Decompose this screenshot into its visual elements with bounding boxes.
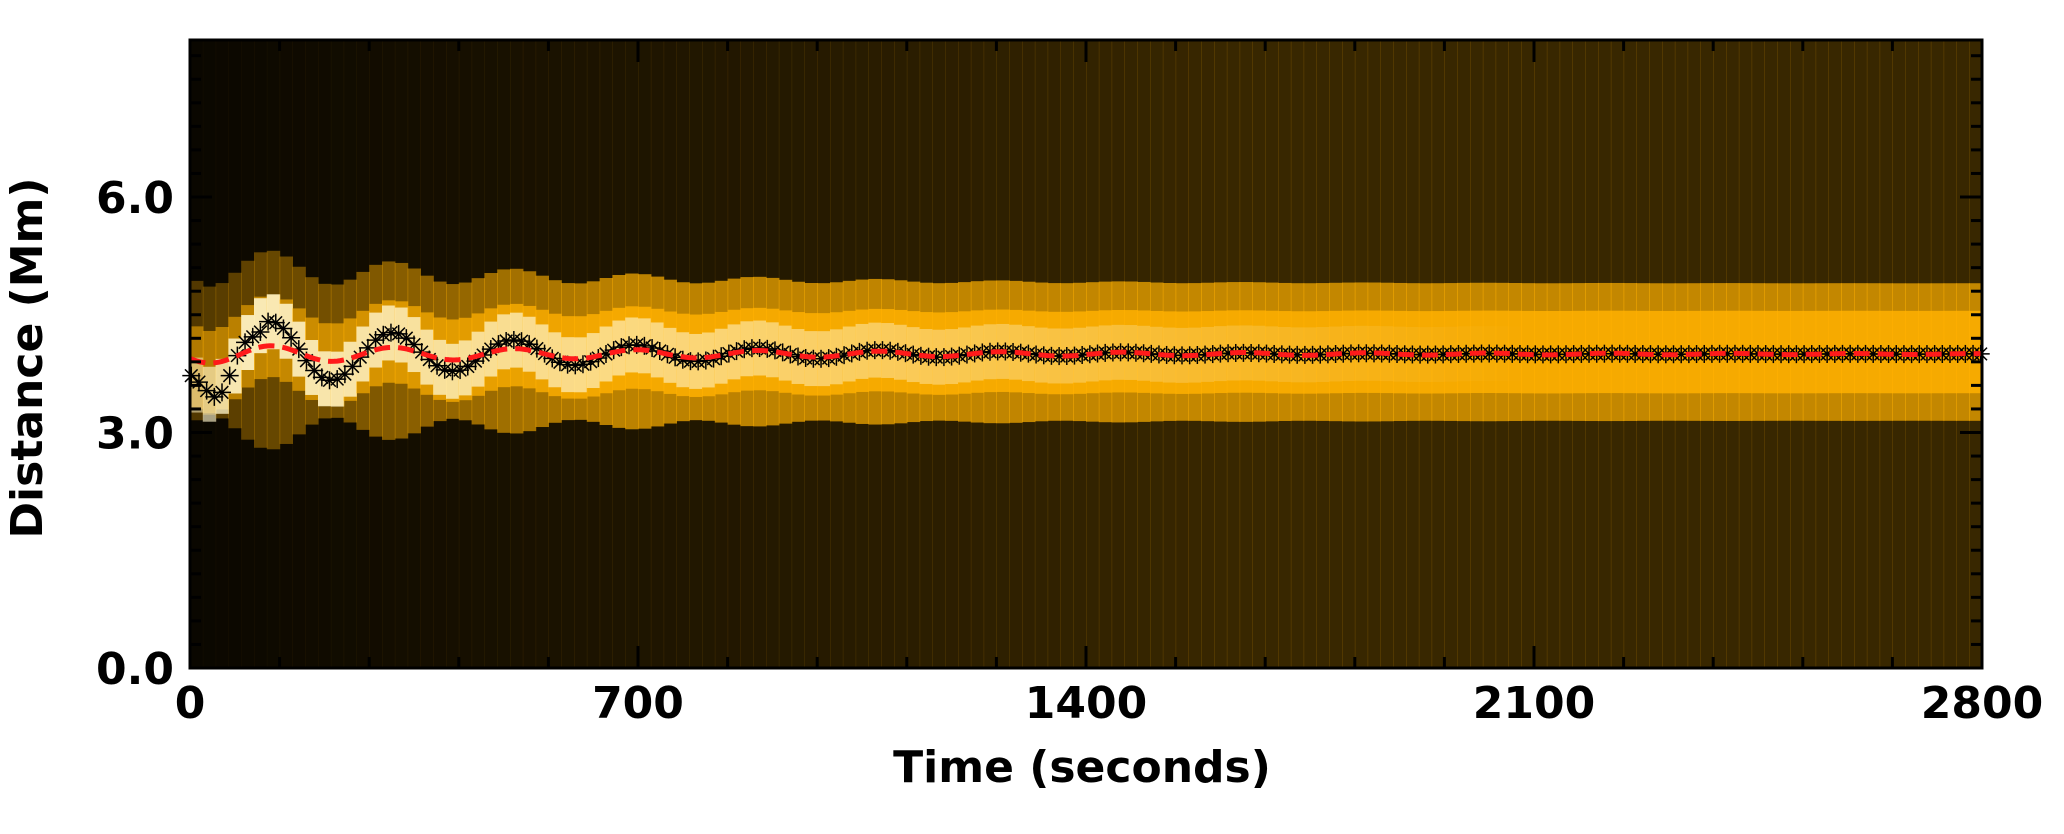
heatmap-column bbox=[1175, 40, 1189, 668]
data-point-stroke bbox=[437, 362, 452, 377]
data-point bbox=[274, 319, 293, 338]
heatmap-column bbox=[574, 40, 588, 668]
data-point-stroke bbox=[629, 338, 644, 352]
data-point-stroke bbox=[268, 315, 283, 330]
x-tick-label: 2100 bbox=[1473, 678, 1595, 729]
heatmap-cell bbox=[228, 338, 242, 394]
data-point-stroke bbox=[284, 330, 298, 345]
heatmap-column bbox=[625, 40, 639, 668]
data-point-stroke bbox=[768, 343, 782, 358]
data-point-stroke bbox=[399, 331, 414, 345]
axes: 0 700 1400 2100 2800 0.0 3.0 6.0 bbox=[96, 38, 2043, 729]
data-point-stroke bbox=[391, 327, 406, 341]
heatmap-column bbox=[266, 40, 281, 668]
heatmap-cell bbox=[650, 322, 665, 378]
y-tick-label: 6.0 bbox=[96, 173, 174, 224]
data-point-stroke bbox=[430, 358, 444, 373]
data-point bbox=[282, 328, 301, 347]
heatmap-cell bbox=[586, 333, 601, 389]
heatmap-column bbox=[1124, 40, 1138, 668]
data-point-stroke bbox=[545, 351, 560, 366]
heatmap-column bbox=[343, 40, 357, 668]
x-axis-label: Time (seconds) bbox=[893, 742, 1271, 793]
heatmap-column bbox=[510, 40, 524, 668]
data-point-stroke bbox=[368, 333, 383, 347]
heatmap-cell bbox=[919, 312, 933, 395]
data-point-stroke bbox=[253, 325, 268, 339]
data-point-stroke bbox=[376, 327, 391, 342]
data-point bbox=[343, 357, 362, 376]
heatmap-cell bbox=[548, 332, 562, 388]
data-point-stroke bbox=[514, 334, 529, 348]
heatmap-column bbox=[561, 40, 575, 668]
heatmap-column bbox=[407, 40, 421, 668]
data-point-stroke bbox=[261, 314, 275, 329]
data-point-stroke bbox=[1029, 347, 1043, 362]
heatmap-column bbox=[241, 40, 255, 668]
heatmap-column bbox=[548, 40, 562, 668]
data-point-stroke bbox=[199, 383, 214, 398]
heatmap-cell bbox=[433, 339, 447, 395]
heatmap-cell bbox=[1124, 310, 1138, 393]
data-point bbox=[220, 366, 239, 385]
heatmap-column bbox=[497, 40, 511, 668]
data-point-stroke bbox=[307, 363, 321, 378]
y-axis-label: Distance (Mm) bbox=[2, 178, 53, 539]
heatmap-column bbox=[215, 40, 229, 668]
x-tick-label: 700 bbox=[592, 678, 684, 729]
data-point bbox=[213, 383, 231, 402]
data-point bbox=[320, 371, 339, 390]
heatmap-column bbox=[446, 40, 460, 668]
heatmap-column bbox=[254, 40, 268, 668]
heatmap-column bbox=[1239, 40, 1253, 668]
x-tick-label: 1400 bbox=[1025, 678, 1147, 729]
heatmap-column bbox=[202, 40, 217, 668]
data-point-stroke bbox=[330, 372, 345, 386]
data-point bbox=[451, 361, 470, 380]
data-point-stroke bbox=[507, 333, 521, 347]
data-point-stroke bbox=[668, 350, 682, 365]
data-point-stroke bbox=[791, 349, 805, 364]
data-point bbox=[251, 322, 270, 341]
heatmap-column bbox=[522, 40, 537, 668]
data-point-stroke bbox=[714, 349, 729, 364]
heatmap-column bbox=[689, 40, 703, 668]
heatmap-column bbox=[318, 40, 332, 668]
heatmap-cell bbox=[612, 320, 626, 376]
heatmap-column bbox=[279, 40, 293, 668]
data-point bbox=[328, 370, 347, 389]
data-point-stroke bbox=[883, 343, 897, 358]
heatmap-column bbox=[612, 40, 626, 668]
data-point-stroke bbox=[460, 359, 475, 374]
x-tick-label: 2800 bbox=[1921, 678, 2043, 729]
data-marks bbox=[182, 312, 1990, 406]
heatmap-cell bbox=[1239, 310, 1253, 393]
heatmap-column bbox=[369, 40, 383, 668]
data-point bbox=[335, 365, 354, 384]
data-point-stroke bbox=[345, 359, 360, 374]
heatmap-column bbox=[433, 40, 447, 668]
heatmap-column bbox=[394, 40, 409, 668]
data-point-stroke bbox=[530, 341, 544, 356]
data-point-stroke bbox=[276, 321, 291, 336]
data-point-stroke bbox=[491, 337, 506, 351]
y-tick-label: 0.0 bbox=[96, 644, 174, 695]
heatmap-cell bbox=[318, 351, 332, 407]
data-point bbox=[312, 368, 331, 387]
heatmap-column bbox=[458, 40, 473, 668]
y-tick-label: 3.0 bbox=[96, 409, 174, 460]
heatmap-column bbox=[330, 40, 345, 668]
data-point-stroke bbox=[215, 385, 229, 400]
heatmap-column bbox=[382, 40, 396, 668]
data-point-stroke bbox=[222, 368, 237, 383]
data-point-stroke bbox=[238, 335, 252, 350]
x-tick-label: 0 bbox=[175, 678, 206, 729]
heatmap-cell bbox=[497, 314, 511, 370]
data-point-stroke bbox=[384, 325, 398, 340]
data-point-stroke bbox=[414, 345, 429, 359]
data-point-stroke bbox=[906, 347, 921, 362]
data-point-stroke bbox=[315, 370, 329, 385]
